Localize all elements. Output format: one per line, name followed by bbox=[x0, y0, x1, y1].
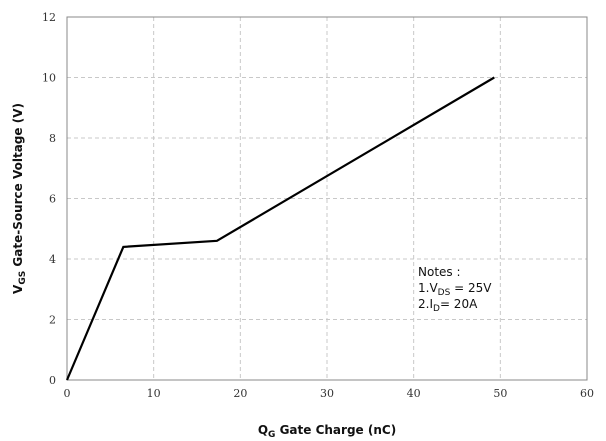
notes-annotation: Notes : 1.VDS = 25V 2.ID= 20A bbox=[418, 265, 492, 314]
y-tick-label: 4 bbox=[49, 253, 56, 266]
notes-line-1: 1.VDS = 25V bbox=[418, 281, 492, 298]
notes-heading: Notes : bbox=[418, 265, 461, 279]
y-tick-labels: 0 2 4 6 8 10 12 bbox=[42, 11, 56, 387]
y-tick-label: 2 bbox=[49, 314, 56, 327]
notes-line-2: 2.ID= 20A bbox=[418, 297, 478, 314]
grid-lines bbox=[67, 17, 587, 380]
series-line-1 bbox=[65, 76, 495, 381]
x-tick-label: 10 bbox=[147, 387, 161, 400]
y-tick-label: 8 bbox=[49, 132, 56, 145]
series-layer bbox=[65, 76, 495, 381]
x-tick-labels: 0 10 20 30 40 50 60 bbox=[64, 387, 595, 400]
x-tick-label: 60 bbox=[580, 387, 594, 400]
x-tick-label: 0 bbox=[64, 387, 71, 400]
y-tick-label: 6 bbox=[49, 193, 56, 206]
x-tick-label: 40 bbox=[407, 387, 421, 400]
y-tick-label: 0 bbox=[49, 374, 56, 387]
y-tick-label: 12 bbox=[42, 11, 56, 24]
x-tick-label: 50 bbox=[493, 387, 507, 400]
x-axis-title: QG Gate Charge (nC) bbox=[258, 423, 396, 440]
x-tick-label: 30 bbox=[320, 387, 334, 400]
y-tick-label: 10 bbox=[42, 72, 56, 85]
plot-frame bbox=[66, 16, 588, 381]
y-axis-title: VGS Gate-Source Voltage (V) bbox=[11, 103, 28, 294]
x-tick-label: 20 bbox=[233, 387, 247, 400]
